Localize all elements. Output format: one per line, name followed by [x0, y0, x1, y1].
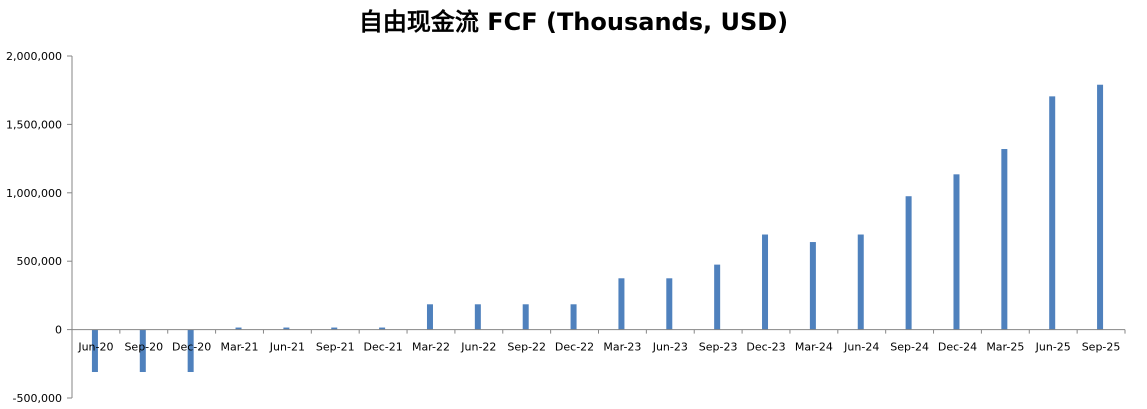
- bar-Mar-21: [235, 327, 242, 330]
- x-tick-label: Jun-24: [843, 341, 879, 354]
- x-tick-label: Mar-21: [221, 341, 259, 354]
- bar-Dec-20: [187, 329, 194, 373]
- y-tick-label: 0: [55, 324, 62, 337]
- x-tick-label: Dec-22: [555, 341, 594, 354]
- bar-Dec-21: [379, 327, 386, 330]
- bar-Dec-24: [953, 174, 960, 330]
- bar-Sep-24: [905, 196, 912, 330]
- x-tick-label: Jun-21: [269, 341, 305, 354]
- bar-Mar-23: [618, 278, 625, 330]
- bar-Mar-25: [1001, 149, 1008, 330]
- bar-Jun-23: [666, 278, 673, 330]
- y-tick-label: -500,000: [13, 392, 62, 405]
- x-tick-label: Sep-25: [1082, 341, 1121, 354]
- x-tick-label: Sep-24: [890, 341, 929, 354]
- bar-Sep-25: [1097, 84, 1104, 330]
- x-tick-label: Mar-23: [603, 341, 641, 354]
- x-tick-label: Dec-20: [172, 341, 211, 354]
- x-tick-label: Dec-24: [938, 341, 977, 354]
- bar-Dec-22: [570, 304, 577, 330]
- bar-Jun-25: [1049, 96, 1056, 330]
- x-tick-label: Mar-25: [986, 341, 1024, 354]
- x-tick-label: Sep-22: [507, 341, 546, 354]
- x-tick-label: Jun-22: [460, 341, 496, 354]
- x-tick-label: Dec-23: [746, 341, 785, 354]
- x-tick-label: Jun-20: [77, 341, 113, 354]
- x-axis: [71, 329, 1126, 334]
- x-tick-labels: Jun-20 Sep-20 Dec-20 Mar-21 Jun-21 Sep-21 Dec-…: [77, 341, 1120, 354]
- bar-Sep-23: [714, 264, 721, 330]
- bar-Jun-22: [474, 304, 481, 330]
- y-axis: 2,000,000 1,500,000 1,000,000 500,000 0 -500,…: [6, 50, 73, 405]
- x-tick-label: Jun-25: [1035, 341, 1071, 354]
- bar-Mar-22: [426, 304, 433, 330]
- bar-Mar-24: [809, 242, 816, 330]
- y-tick-label: 1,000,000: [6, 187, 62, 200]
- bar-Jun-20: [91, 329, 98, 373]
- bar-Sep-22: [522, 304, 529, 330]
- bar-Dec-23: [762, 234, 769, 330]
- x-tick-label: Sep-21: [316, 341, 355, 354]
- x-tick-label: Sep-23: [699, 341, 738, 354]
- x-tick-label: Sep-20: [124, 341, 163, 354]
- bar-Sep-21: [331, 327, 338, 330]
- x-tick-label: Mar-22: [412, 341, 450, 354]
- x-tick-label: Jun-23: [652, 341, 688, 354]
- bar-Jun-24: [857, 234, 864, 330]
- x-tick-label: Mar-24: [795, 341, 833, 354]
- y-tick-label: 2,000,000: [6, 50, 62, 63]
- bar-Sep-20: [139, 329, 146, 373]
- y-tick-label: 1,500,000: [6, 118, 62, 131]
- bars: [91, 84, 1104, 373]
- chart-title: 自由现金流 FCF (Thousands, USD): [358, 8, 789, 36]
- bar-Jun-21: [283, 327, 290, 330]
- x-tick-label: Dec-21: [363, 341, 402, 354]
- y-tick-label: 500,000: [17, 255, 63, 268]
